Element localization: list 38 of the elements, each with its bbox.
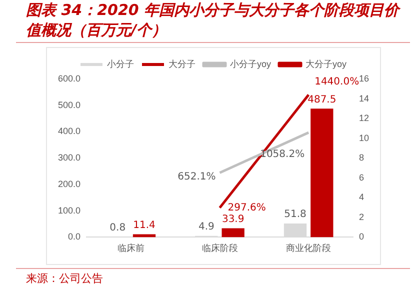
- y2-tick-label: 4: [358, 192, 364, 202]
- y2-tick-label: 0: [358, 232, 364, 242]
- data-label: 51.8: [284, 209, 306, 220]
- bar: [310, 108, 334, 238]
- data-label: 297.6%: [228, 202, 266, 214]
- y-tick-label: 200.0: [58, 178, 81, 189]
- y2-tick-label: 16: [358, 73, 370, 84]
- data-label: 1440.0%: [314, 76, 360, 88]
- bar: [222, 228, 244, 238]
- y2-tick-label: 6: [358, 172, 364, 182]
- y-tick-label: 0.0: [68, 232, 81, 242]
- y-tick-label: 300.0: [58, 152, 81, 163]
- chart-title: 图表 34：2020 年国内小分子与大分子各个阶段项目价值概况（百万元/个）: [26, 0, 402, 40]
- data-label: 4.9: [198, 222, 214, 232]
- y-tick-label: 400.0: [58, 126, 81, 136]
- data-label: 487.5: [308, 94, 336, 106]
- y2-tick-label: 14: [358, 93, 370, 104]
- legend-label: 大分子: [168, 58, 196, 69]
- data-label: 11.4: [133, 220, 156, 231]
- data-label: 652.1%: [178, 171, 216, 182]
- data-label: 0.8: [110, 222, 126, 234]
- x-tick-label: 临床前: [117, 243, 144, 254]
- y2-tick-label: 10: [358, 132, 370, 143]
- x-tick-label: 临床阶段: [202, 243, 238, 254]
- legend-label: 大分子yoy: [306, 58, 348, 69]
- y-tick-label: 600.0: [58, 73, 81, 84]
- y-tick-label: 500.0: [58, 100, 81, 110]
- y-tick-label: 100.0: [58, 205, 81, 216]
- data-label: 33.9: [222, 214, 244, 225]
- bar: [132, 234, 156, 238]
- y2-tick-label: 2: [358, 212, 364, 222]
- data-label: 1058.2%: [260, 149, 305, 160]
- y2-tick-label: 12: [358, 113, 370, 124]
- source-note: 来源：公司公告: [26, 272, 103, 286]
- y2-tick-label: 8: [358, 152, 364, 163]
- legend-label: 小分子: [106, 58, 134, 69]
- x-tick-label: 商业化阶段: [286, 243, 332, 254]
- legend-label: 小分子yoy: [230, 58, 272, 69]
